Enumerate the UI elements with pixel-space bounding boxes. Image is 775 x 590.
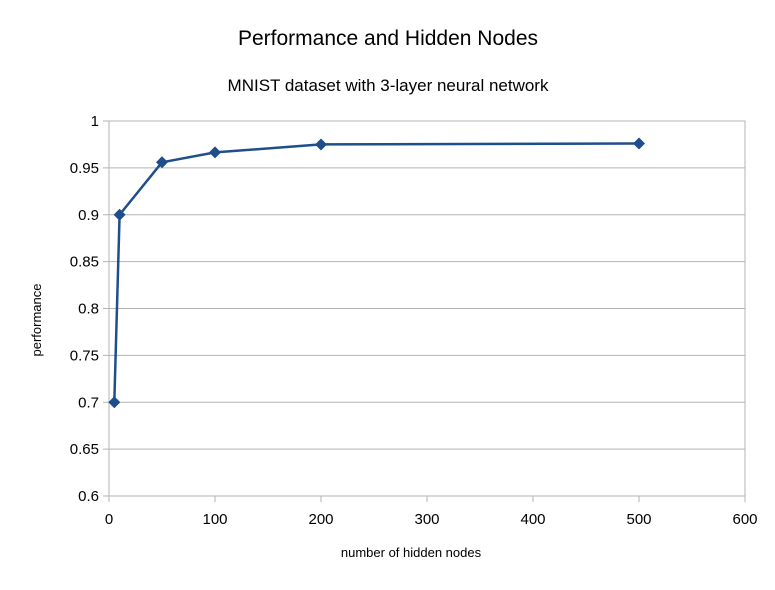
- y-tick-label: 0.6: [78, 488, 99, 505]
- series-line: [113, 142, 640, 403]
- y-tick-label: 0.8: [78, 301, 99, 318]
- y-tick-label: 1: [91, 113, 99, 130]
- x-tick-label: 100: [202, 511, 227, 528]
- x-axis-label: number of hidden nodes: [341, 545, 482, 560]
- x-tick-label: 400: [520, 511, 545, 528]
- series-layer: [108, 137, 645, 409]
- x-tick-label: 600: [732, 511, 757, 528]
- data-point-marker: [633, 137, 645, 150]
- data-point-marker: [156, 156, 168, 169]
- plot-frame: [108, 120, 746, 497]
- data-point-marker: [108, 396, 121, 409]
- x-tick-label: 500: [626, 511, 651, 528]
- y-tick-label: 0.85: [70, 254, 99, 271]
- x-tick-label: 300: [414, 511, 439, 528]
- y-tick-label: 0.9: [78, 207, 99, 224]
- y-axis-label: performance: [29, 284, 44, 357]
- y-tick-label: 0.95: [70, 160, 99, 177]
- data-point-marker: [113, 208, 126, 221]
- x-tick-label: 0: [105, 511, 113, 528]
- x-tick-label: 200: [308, 511, 333, 528]
- data-point-marker: [209, 146, 221, 159]
- axes: 0.6 0.65 0.7 0.75 0.8 0.85 0.9 0.95 1 0 100 200 300 4…: [70, 113, 758, 528]
- chart-title: Performance and Hidden Nodes: [238, 27, 538, 50]
- y-tick-label: 0.75: [70, 347, 99, 364]
- y-tick-label: 0.7: [78, 394, 99, 411]
- chart-subtitle: MNIST dataset with 3-layer neural networ…: [228, 76, 549, 95]
- data-point-marker: [315, 138, 327, 151]
- grid-lines: [109, 120, 745, 497]
- y-tick-label: 0.65: [70, 441, 99, 458]
